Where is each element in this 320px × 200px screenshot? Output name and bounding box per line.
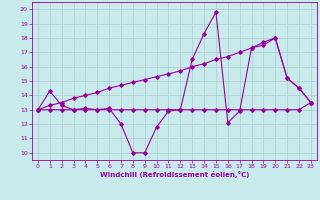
X-axis label: Windchill (Refroidissement éolien,°C): Windchill (Refroidissement éolien,°C) xyxy=(100,171,249,178)
